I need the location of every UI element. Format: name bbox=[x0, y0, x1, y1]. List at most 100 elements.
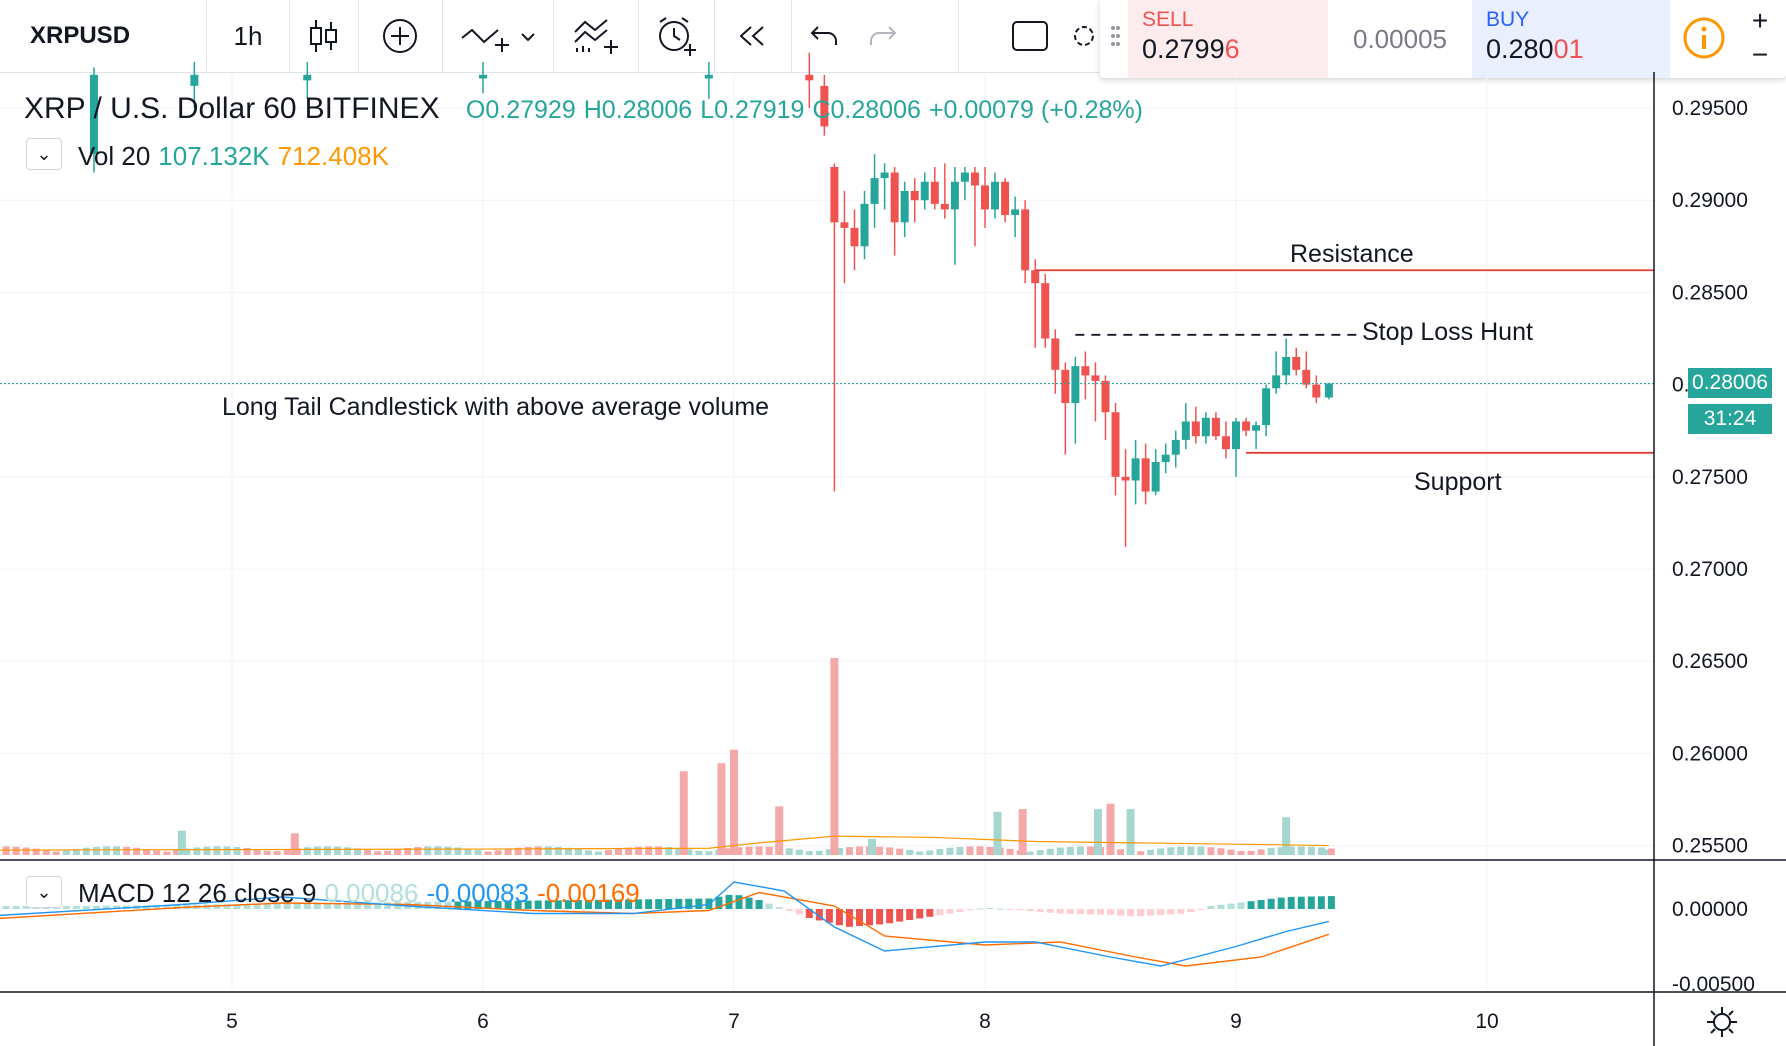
candle-body bbox=[830, 167, 839, 223]
sell-price-tail: 6 bbox=[1224, 34, 1240, 64]
candle-body bbox=[1161, 454, 1170, 463]
macd-histogram-bar bbox=[444, 901, 452, 909]
support-label: Support bbox=[1414, 468, 1502, 496]
macd-histogram-bar bbox=[454, 901, 462, 909]
candle-body bbox=[970, 172, 979, 186]
macd-histogram-bar bbox=[695, 898, 703, 909]
zoom-out-icon[interactable]: − bbox=[1751, 39, 1769, 70]
settings-gear-button[interactable] bbox=[1704, 1004, 1740, 1040]
undo-button[interactable] bbox=[795, 0, 855, 72]
macd-histogram-bar bbox=[384, 902, 392, 909]
indicators-button[interactable] bbox=[555, 0, 637, 72]
collapse-macd-button[interactable]: ⌄ bbox=[26, 876, 62, 908]
candle-body bbox=[1211, 417, 1220, 437]
volume-bar bbox=[868, 838, 877, 855]
volume-bar bbox=[725, 848, 733, 855]
legend-interval: 60 bbox=[263, 92, 297, 125]
legend-title: XRP / U.S. Dollar bbox=[24, 92, 256, 125]
macd-histogram-bar bbox=[625, 899, 633, 909]
redo-button[interactable] bbox=[852, 0, 912, 72]
macd-histogram-bar bbox=[283, 903, 291, 909]
volume-bar bbox=[554, 846, 562, 855]
macd-histogram-bar bbox=[1127, 909, 1135, 917]
volume-bar bbox=[574, 848, 582, 855]
macd-histogram-bar bbox=[1307, 896, 1315, 909]
macd-histogram-bar bbox=[735, 895, 743, 909]
volume-bar bbox=[22, 847, 30, 855]
fullscreen-button[interactable] bbox=[1000, 0, 1060, 72]
volume-bar bbox=[72, 848, 80, 855]
settings-button[interactable] bbox=[1064, 0, 1104, 72]
macd-legend: MACD 12 26 close 9 0.00086 -0.00083 -0.0016… bbox=[78, 878, 648, 909]
stop-loss-label: Stop Loss Hunt bbox=[1362, 318, 1533, 346]
volume-bar bbox=[1287, 846, 1295, 855]
macd-histogram-bar bbox=[1207, 906, 1215, 909]
candle-body bbox=[1001, 181, 1010, 215]
volume-bar bbox=[916, 851, 924, 855]
macd-histogram-bar bbox=[1076, 909, 1084, 915]
drag-handle-icon[interactable] bbox=[1110, 22, 1120, 56]
macd-histogram-bar bbox=[1177, 909, 1185, 914]
zoom-in-icon[interactable]: + bbox=[1751, 5, 1769, 36]
macd-histogram-bar bbox=[1086, 909, 1094, 915]
symbol-search[interactable]: XRPUSD bbox=[0, 0, 206, 72]
volume-bar bbox=[1147, 849, 1155, 855]
legend-high: H0.28006 bbox=[583, 96, 693, 124]
chart-type-button[interactable] bbox=[290, 0, 356, 72]
volume-bar bbox=[290, 833, 299, 855]
info-icon[interactable] bbox=[1682, 16, 1726, 60]
sell-button[interactable]: SELL 0.27996 bbox=[1128, 0, 1328, 78]
macd-histogram-bar bbox=[1227, 903, 1235, 909]
macd-histogram-bar bbox=[1096, 909, 1104, 915]
compare-button[interactable] bbox=[360, 0, 440, 72]
macd-histogram-bar bbox=[856, 909, 863, 926]
indicators-icon bbox=[574, 19, 618, 54]
collapse-legend-button[interactable]: ⌄ bbox=[26, 138, 62, 170]
divider bbox=[358, 0, 359, 72]
replay-button[interactable] bbox=[716, 0, 790, 72]
macd-histogram-bar bbox=[745, 897, 753, 909]
candle-body bbox=[870, 178, 879, 204]
candle-body bbox=[479, 74, 487, 79]
macd-histogram-bar bbox=[1267, 898, 1275, 909]
legend-open: O0.27929 bbox=[465, 96, 576, 124]
macd-histogram-bar bbox=[253, 903, 261, 909]
macd-hist-value: 0.00086 bbox=[324, 878, 419, 908]
candle-body bbox=[190, 74, 199, 86]
volume-bar bbox=[343, 847, 351, 855]
macd-histogram-bar bbox=[966, 909, 974, 911]
resistance-label: Resistance bbox=[1290, 240, 1414, 268]
time-tick-label: 5 bbox=[226, 1010, 238, 1033]
legend-close: C0.28006 bbox=[812, 96, 921, 124]
candle-body bbox=[1101, 380, 1110, 413]
macd-histogram-bar bbox=[1117, 909, 1125, 916]
candle-body bbox=[1041, 283, 1050, 339]
volume-bar bbox=[785, 848, 793, 855]
volume-bar bbox=[494, 850, 502, 855]
buy-button[interactable]: BUY 0.28001 bbox=[1472, 0, 1670, 78]
volume-bar bbox=[976, 846, 984, 855]
volume-bar bbox=[544, 846, 552, 855]
volume-bar bbox=[233, 847, 241, 855]
candle-body bbox=[1262, 388, 1271, 426]
volume-bar bbox=[193, 847, 201, 855]
compare-symbol-button[interactable] bbox=[444, 0, 552, 72]
candle-body bbox=[1282, 356, 1291, 376]
interval-button[interactable]: 1h bbox=[207, 0, 289, 72]
candle-body bbox=[1151, 462, 1160, 492]
spread-value: 0.00005 bbox=[1353, 23, 1447, 54]
candle-body bbox=[991, 181, 1000, 210]
time-tick-label: 10 bbox=[1475, 1010, 1498, 1033]
candle-body bbox=[930, 181, 939, 204]
candle-body bbox=[1324, 383, 1333, 398]
candle-body bbox=[1242, 421, 1251, 431]
macd-histogram-bar bbox=[1026, 909, 1034, 912]
candles-icon bbox=[310, 20, 337, 52]
volume-bar bbox=[1257, 849, 1265, 855]
alert-button[interactable] bbox=[640, 0, 712, 72]
volume-bar bbox=[364, 849, 372, 855]
volume-bar bbox=[52, 851, 60, 855]
volume-bar bbox=[1319, 849, 1328, 855]
macd-signal-value: -0.00169 bbox=[537, 878, 640, 908]
